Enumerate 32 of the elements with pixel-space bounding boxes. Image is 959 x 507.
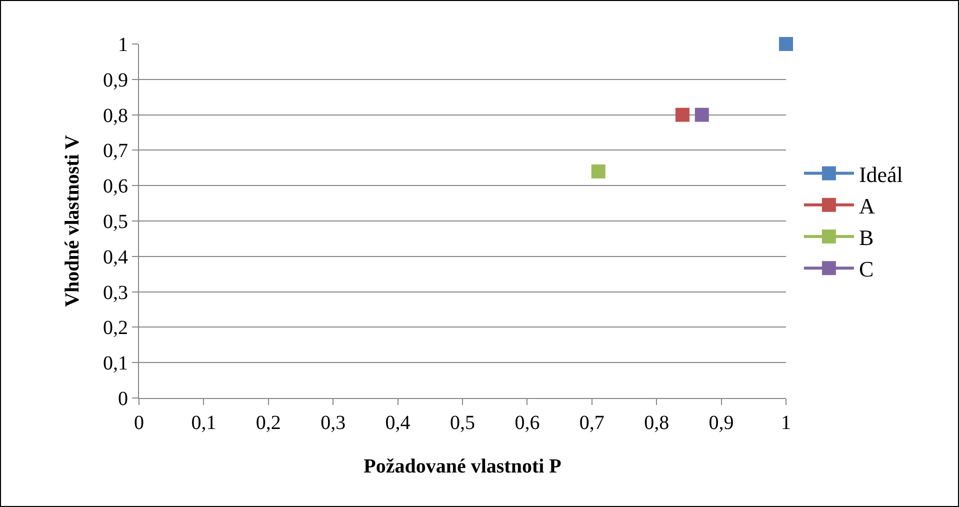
legend-label: C <box>858 256 874 282</box>
x-axis-title: Požadované vlastnoti P <box>364 456 562 478</box>
y-tick-label: 0,7 <box>103 140 128 162</box>
y-tick-label: 0,2 <box>103 317 128 340</box>
x-tick-label: 0 <box>134 412 144 434</box>
point <box>591 164 606 178</box>
y-tick-label: 0,3 <box>103 282 128 304</box>
y-tick-label: 0,4 <box>103 246 128 268</box>
y-tick-label: 0,1 <box>103 352 128 375</box>
y-tick-label: 0,6 <box>103 176 128 198</box>
legend-label: Ideál <box>858 162 903 187</box>
legend-label: A <box>858 193 875 218</box>
y-tick-label: 0,9 <box>103 69 128 92</box>
x-tick-label: 0,8 <box>644 412 670 434</box>
point <box>779 37 793 51</box>
x-tick-label: 0,4 <box>385 412 410 434</box>
x-tick-label: 0,2 <box>256 412 281 434</box>
y-axis-title: Vhodné vlastnosti V <box>62 134 84 307</box>
x-tick-label: 0,5 <box>450 412 475 434</box>
y-tick-label: 1 <box>118 34 128 56</box>
x-tick-label: 0,7 <box>579 412 604 434</box>
point <box>694 108 709 122</box>
x-tick-label: 1 <box>781 412 791 434</box>
y-tick-label: 0 <box>118 388 128 410</box>
x-tick-label: 0,3 <box>320 412 346 434</box>
x-tick-label: 0,6 <box>514 412 540 434</box>
y-tick-label: 0,5 <box>103 211 128 233</box>
x-tick-label: 0,1 <box>191 412 216 434</box>
x-tick-label: 0,9 <box>708 412 734 434</box>
point <box>675 108 690 122</box>
legend-label: B <box>858 225 874 250</box>
y-tick-label: 0,8 <box>103 104 128 127</box>
